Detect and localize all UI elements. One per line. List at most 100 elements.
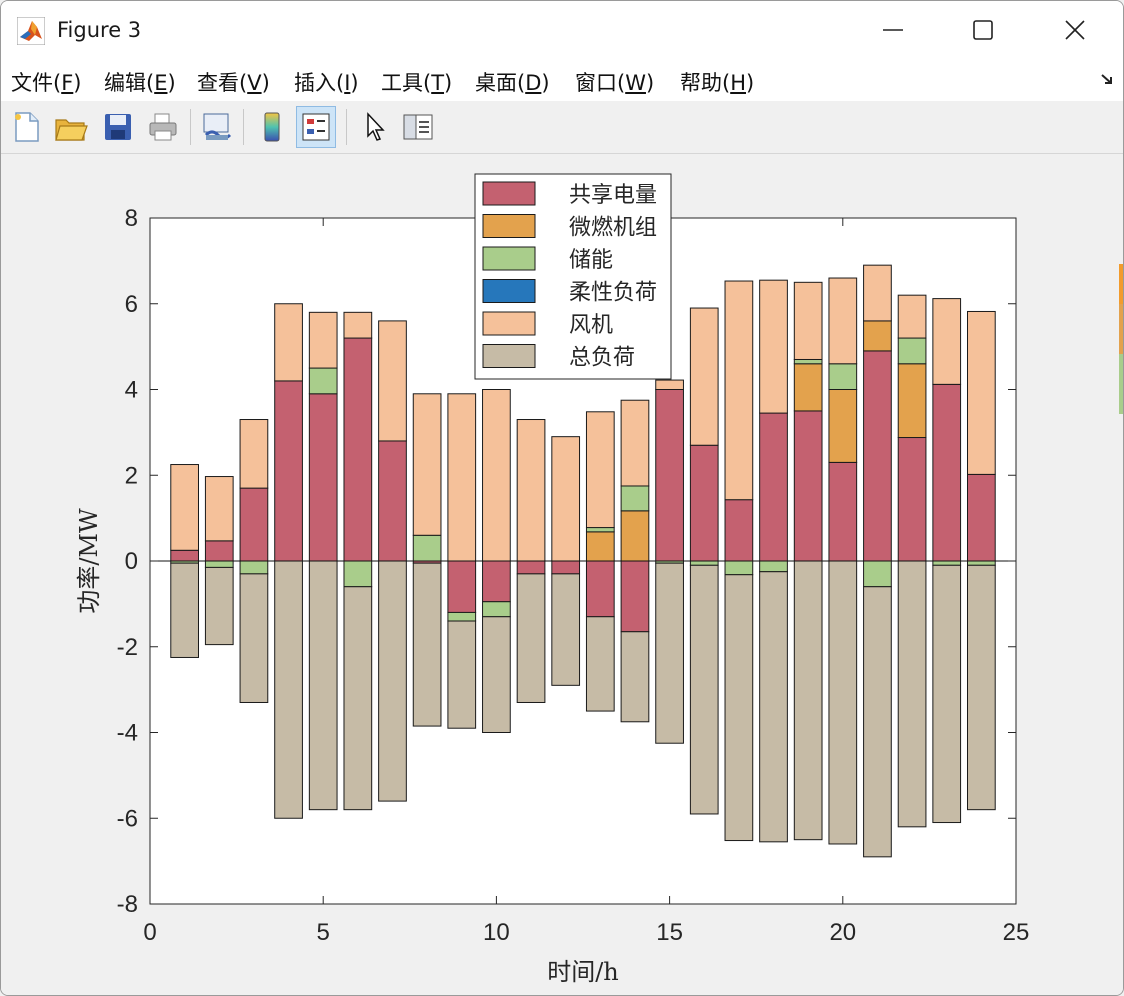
y-tick-label: -8 — [117, 891, 138, 918]
bar-segment — [447, 393, 477, 562]
menu-edit[interactable]: 编辑(E) — [104, 71, 176, 95]
bar-segment — [724, 574, 754, 842]
bar-segment — [585, 527, 615, 533]
menu-view[interactable]: 查看(V) — [197, 71, 270, 95]
bar-segment — [793, 358, 823, 365]
colorbar-button[interactable] — [252, 106, 292, 148]
bar-segment — [620, 510, 650, 562]
x-tick-label: 0 — [143, 919, 156, 946]
bar-segment — [793, 410, 823, 562]
menu-tools[interactable]: 工具(T) — [381, 71, 453, 95]
bar-segment — [828, 389, 858, 463]
menu-help[interactable]: 帮助(H) — [680, 71, 755, 95]
bar-segment — [412, 393, 442, 536]
y-tick-label: -4 — [117, 720, 138, 747]
bar-segment — [551, 573, 581, 686]
bar-segment — [620, 485, 650, 512]
pointer-button[interactable] — [355, 106, 395, 148]
bar-segment — [828, 363, 858, 390]
bar-segment — [863, 350, 892, 562]
bar-segment — [863, 560, 892, 588]
legend-swatch — [482, 344, 536, 368]
edge-mark — [1119, 264, 1123, 304]
menu-file[interactable]: 文件(F) — [11, 71, 82, 95]
stacked-bar-chart[interactable]: 0 5 10 15 20 25 -8 -6 -4 -2 0 2 4 6 8 时间/h 功率/MW 共享电量微燃机组… — [1, 154, 1123, 995]
bar-segment — [897, 337, 927, 365]
bar-segment — [620, 560, 650, 633]
bar-segment — [412, 534, 442, 562]
bar-segment — [689, 307, 719, 446]
new-figure-icon — [15, 112, 39, 142]
open-file-button[interactable] — [51, 106, 91, 148]
bar-segment — [516, 419, 546, 562]
legend-label: 微燃机组 — [569, 216, 657, 241]
y-tick-label: 6 — [125, 291, 138, 318]
bar-segment — [204, 540, 234, 562]
dock-arrow-icon[interactable] — [1099, 71, 1115, 87]
legend-button[interactable] — [296, 106, 336, 148]
bar-segment — [655, 562, 684, 744]
colorbar-icon — [264, 112, 280, 142]
legend-label: 风机 — [569, 313, 613, 338]
toolbar-separator — [190, 109, 191, 145]
bar-segment — [170, 464, 199, 551]
bar-segment — [239, 487, 269, 562]
bar-segment — [516, 560, 546, 575]
link-plot-icon — [203, 113, 232, 140]
bar-segment — [620, 631, 650, 723]
save-icon — [105, 114, 131, 140]
link-plot-button[interactable] — [197, 106, 237, 148]
save-button[interactable] — [98, 106, 138, 148]
maximize-button[interactable] — [937, 1, 1029, 59]
bar-segment — [793, 363, 823, 412]
x-axis-label: 时间/h — [547, 958, 619, 986]
bar-segment — [482, 560, 511, 603]
legend-swatch — [482, 214, 536, 238]
bar-segment — [897, 437, 927, 562]
bar-segment — [724, 499, 754, 562]
bar-segment — [932, 560, 962, 566]
legend-label: 总负荷 — [569, 346, 635, 371]
bar-segment — [655, 379, 684, 391]
print-icon — [149, 113, 177, 141]
bar-segment — [274, 380, 303, 562]
minimize-icon — [883, 29, 903, 31]
title-bar[interactable]: Figure 3 — [1, 1, 1123, 59]
bar-segment — [412, 562, 442, 727]
menu-insert[interactable]: 插入(I) — [294, 71, 359, 95]
maximize-icon — [973, 20, 993, 40]
bar-segment — [724, 280, 754, 501]
toolbar-separator — [243, 109, 244, 145]
new-figure-button[interactable] — [7, 106, 47, 148]
property-inspector-button[interactable] — [398, 106, 438, 148]
bar-segment — [308, 560, 338, 811]
bar-segment — [343, 311, 373, 339]
minimize-button[interactable] — [847, 1, 939, 59]
close-button[interactable] — [1029, 1, 1121, 59]
x-tick-label: 10 — [483, 919, 510, 946]
y-tick-label: 0 — [125, 548, 138, 575]
property-inspector-icon — [403, 114, 433, 140]
bar-segment — [378, 560, 407, 802]
bar-segment — [204, 560, 234, 568]
bar-segment — [378, 320, 407, 442]
window-title: Figure 3 — [57, 18, 142, 42]
bar-segment — [759, 560, 788, 573]
bar-segment — [828, 560, 858, 845]
menu-desktop[interactable]: 桌面(D) — [475, 71, 550, 95]
bar-segment — [378, 440, 407, 562]
bar-segment — [759, 571, 788, 843]
bar-segment — [516, 573, 546, 703]
menu-window[interactable]: 窗口(W) — [575, 71, 655, 95]
x-tick-label: 15 — [656, 919, 683, 946]
bar-segment — [170, 549, 199, 562]
bar-segment — [308, 367, 338, 395]
figure-canvas[interactable]: 0 5 10 15 20 25 -8 -6 -4 -2 0 2 4 6 8 时间/h 功率/MW 共享电量 微燃机组… — [1, 154, 1123, 995]
print-button[interactable] — [143, 106, 183, 148]
y-tick-label: 8 — [125, 205, 138, 232]
bar-segment — [759, 412, 788, 562]
x-tick-label: 5 — [317, 919, 330, 946]
open-file-icon — [55, 119, 88, 141]
y-tick-label: 2 — [125, 462, 138, 489]
bar-segment — [447, 611, 477, 622]
